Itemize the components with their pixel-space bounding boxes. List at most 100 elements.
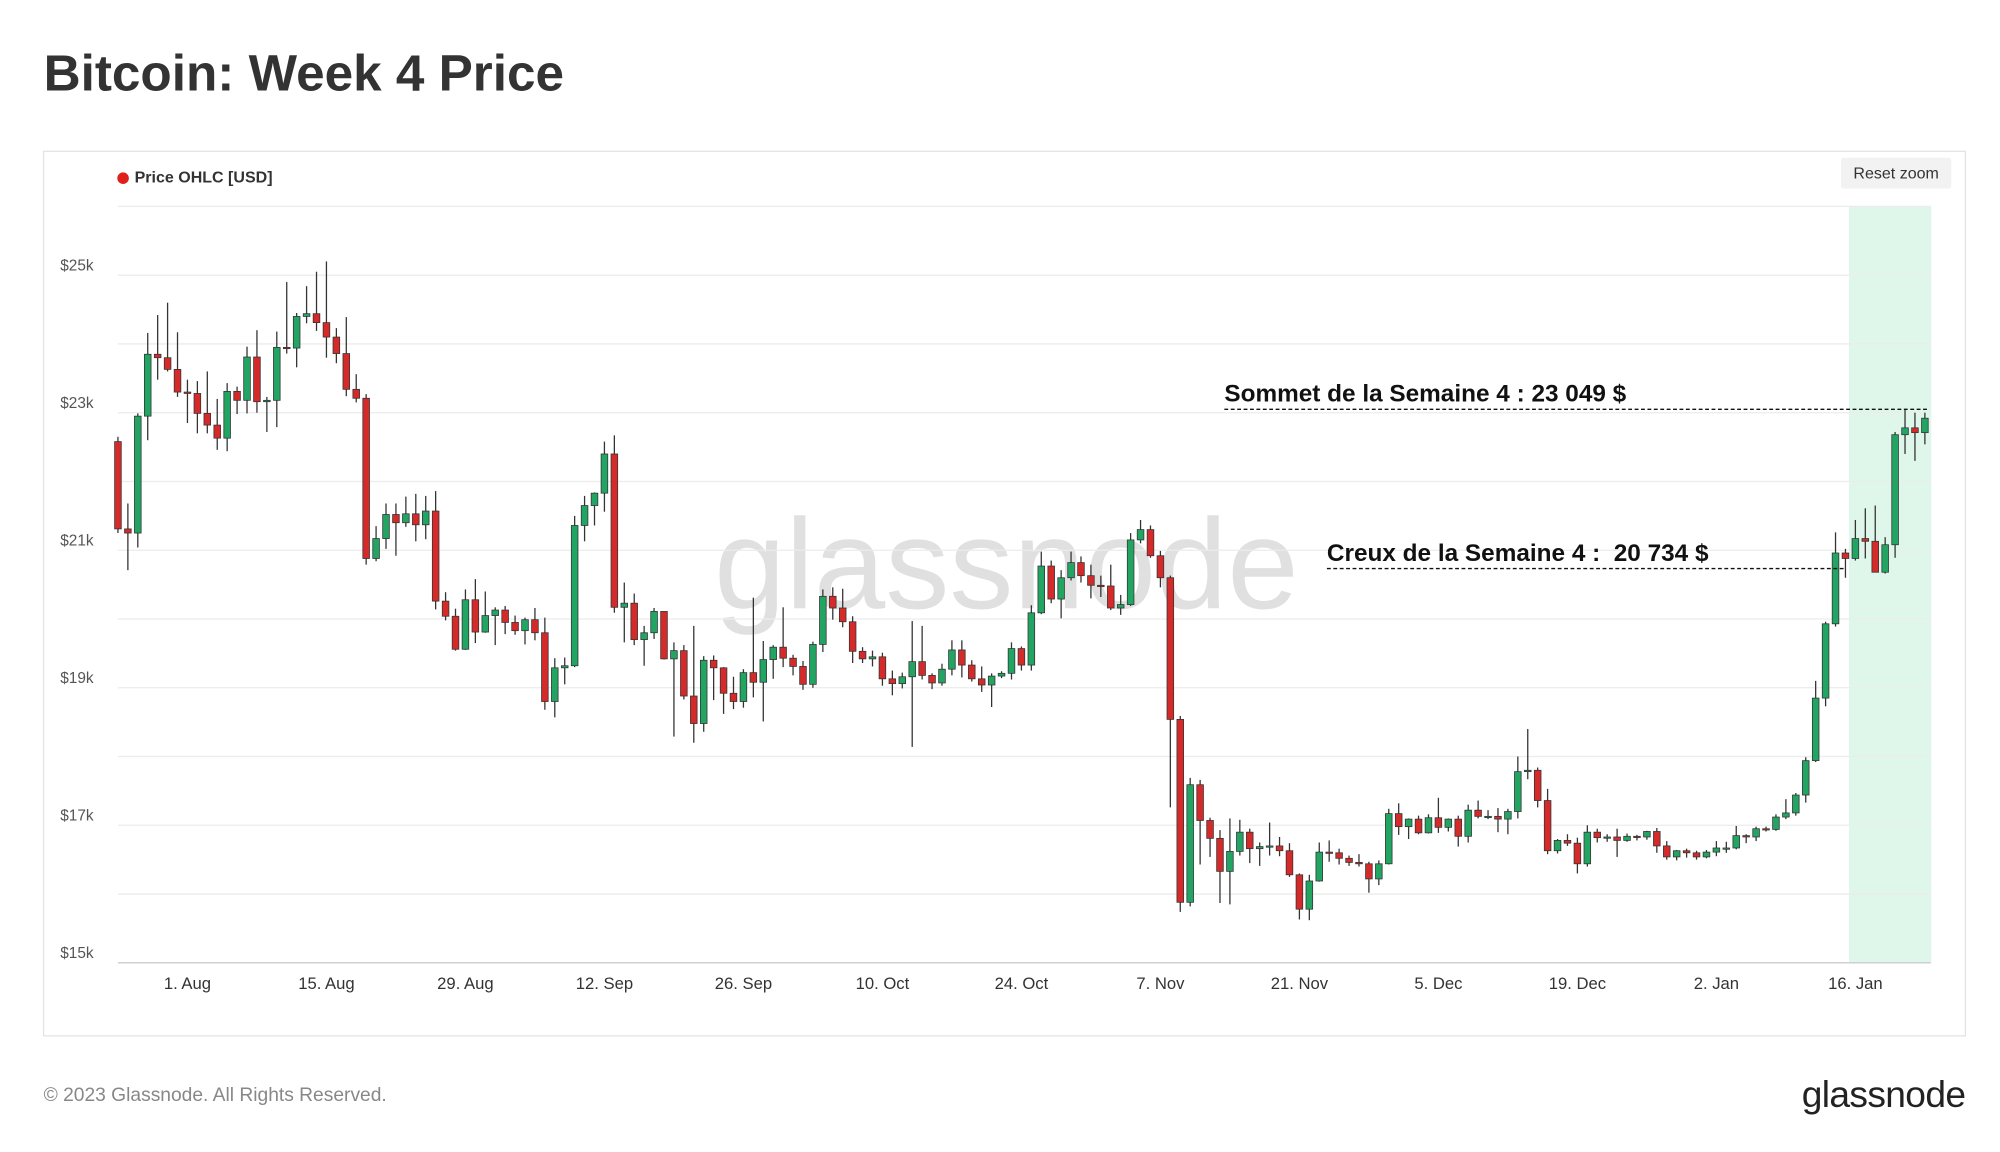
candle-body [1365, 863, 1373, 880]
candle-body [630, 602, 638, 641]
candle-body [868, 656, 877, 660]
candle-body [1236, 831, 1244, 852]
candle-body [1563, 840, 1572, 844]
candle-body [1097, 584, 1105, 587]
candle-body [1126, 539, 1135, 605]
candle-body [1444, 818, 1453, 828]
candle-body [1861, 538, 1870, 542]
candle-body [1424, 817, 1433, 834]
x-tick-label: 15. Aug [298, 974, 354, 993]
candle-body [203, 413, 212, 426]
candle-body [699, 659, 708, 724]
candle-body [561, 665, 569, 669]
candle-body [322, 322, 331, 338]
candle-body [1315, 851, 1323, 882]
legend-label: Price OHLC [USD] [135, 168, 273, 186]
candle-body [769, 646, 777, 660]
candle-body [709, 659, 718, 669]
candle-body [968, 664, 976, 680]
candle-body [977, 678, 986, 686]
y-tick-label: $17k [60, 807, 94, 824]
reset-zoom-bg[interactable] [1841, 157, 1952, 189]
candle-body [948, 649, 956, 670]
candle-body [590, 492, 599, 506]
x-tick-label: 19. Dec [1549, 974, 1606, 993]
candle-body [1116, 604, 1125, 609]
candle-body [402, 513, 410, 524]
candle-body [838, 607, 847, 623]
candle-body [412, 513, 420, 526]
candle-body [928, 674, 936, 684]
reset-zoom-button[interactable]: Reset zoom [1841, 157, 1952, 189]
candle-body [1732, 835, 1740, 849]
candle-body [908, 661, 916, 678]
candle-body [1881, 544, 1889, 573]
candle-body [1087, 575, 1095, 586]
candle-body [888, 678, 897, 685]
candle-body [987, 675, 996, 686]
candle-body [1335, 852, 1343, 859]
candle-body [650, 611, 658, 634]
candle-body [809, 644, 817, 685]
candle-body [789, 657, 797, 667]
candle-body [690, 695, 698, 724]
candle-body [1027, 612, 1036, 666]
x-tick-label: 2. Jan [1694, 974, 1739, 993]
candle-body [1176, 719, 1184, 903]
candle-body [1851, 538, 1860, 559]
candle-body [670, 650, 678, 660]
candle-body [1623, 835, 1631, 841]
candle-body [243, 356, 251, 401]
candle-body [1196, 784, 1204, 821]
candle-body [1573, 842, 1582, 865]
candle-body [1643, 831, 1651, 838]
candle-body [144, 353, 152, 417]
candle-body [600, 453, 609, 494]
candle-body [134, 415, 142, 534]
candle-body [1494, 815, 1502, 820]
candle-body [1017, 648, 1026, 666]
candle-body [739, 672, 748, 702]
candle-body [1007, 648, 1016, 674]
candle-body [1107, 585, 1115, 609]
candle-body [163, 357, 172, 370]
candle-body [1553, 840, 1562, 852]
candle-body [283, 346, 291, 350]
candle-body [1067, 562, 1075, 579]
candle-body [1434, 817, 1443, 828]
candle-body [680, 650, 688, 697]
candle-body [422, 510, 430, 526]
candle-body [1891, 434, 1899, 546]
x-tick-label: 29. Aug [437, 974, 494, 993]
candle-body [660, 611, 668, 660]
x-tick-label: 10. Oct [856, 974, 910, 993]
candle-body [1921, 417, 1929, 434]
candle-body [273, 346, 281, 401]
candle-body [640, 632, 648, 641]
candle-body [173, 368, 182, 393]
candle-body [610, 453, 619, 608]
x-tick-label: 1. Aug [164, 974, 211, 993]
candle-body [183, 391, 192, 394]
candle-body [958, 649, 966, 666]
candle-body [1752, 828, 1760, 838]
candle-body [1802, 760, 1810, 796]
candle-body [858, 650, 867, 660]
candle-body [1255, 846, 1264, 850]
candle-body [1613, 836, 1621, 841]
candle-body [1206, 820, 1214, 839]
candle-body [124, 528, 132, 534]
candle-body [213, 424, 221, 439]
candle-body [1454, 818, 1462, 837]
candle-body [1514, 771, 1522, 812]
candle-body [1216, 837, 1224, 872]
candle-body [1156, 555, 1165, 579]
candle-body [1136, 529, 1145, 541]
candle-body [541, 632, 549, 702]
candle-body [1831, 552, 1840, 625]
reset-zoom-label[interactable]: Reset zoom [1853, 165, 1938, 183]
candle-body [1593, 831, 1601, 839]
x-tick-label: 21. Nov [1271, 974, 1329, 993]
candle-body [302, 313, 311, 317]
x-tick-label: 5. Dec [1414, 974, 1462, 993]
